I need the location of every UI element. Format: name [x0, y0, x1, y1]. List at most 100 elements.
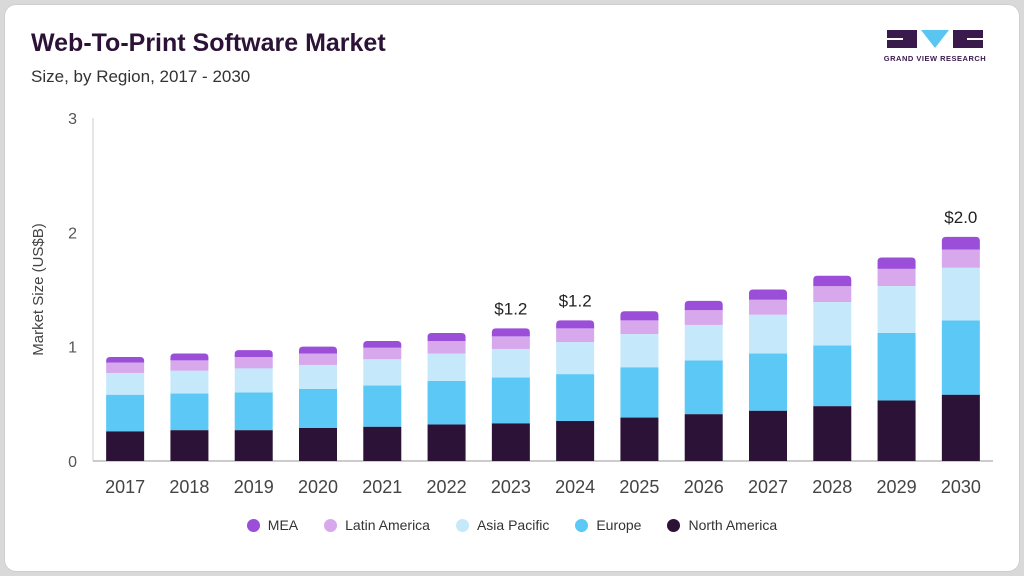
bar-segment-north-america [106, 431, 145, 461]
x-tick-label: 2027 [748, 477, 788, 497]
bar-segment-north-america [363, 426, 402, 461]
legend-swatch [455, 518, 469, 532]
bar-segment-latin-america [170, 360, 209, 371]
y-tick-label: 2 [68, 225, 77, 242]
bar-segment-europe [620, 367, 659, 418]
x-tick-label: 2023 [491, 477, 531, 497]
bar-segment-europe [813, 345, 852, 407]
bar-segment-mea [363, 340, 402, 348]
bar-segment-latin-america [749, 299, 787, 315]
bar-segment-europe [941, 320, 980, 395]
bar-segment-latin-america [234, 356, 273, 369]
legend-swatch [324, 518, 338, 532]
bar-segment-mea [684, 300, 723, 311]
bar-segment-europe [749, 353, 787, 411]
x-tick-label: 2030 [941, 477, 981, 497]
legend-item-asia-pacific: Asia Pacific [455, 517, 550, 533]
x-tick-label: 2029 [877, 477, 917, 497]
bar-segment-asia-pacific [427, 353, 466, 381]
bar-segment-asia-pacific [106, 372, 145, 395]
y-tick-label: 3 [68, 111, 77, 128]
bar-segment-mea [234, 350, 273, 357]
bar-segment-asia-pacific [299, 364, 337, 389]
bar-segment-europe [234, 392, 273, 431]
chart-card: Web-To-Print Software Market Size, by Re… [4, 4, 1020, 572]
bar-segment-asia-pacific [234, 368, 273, 393]
bar-segment-north-america [491, 423, 530, 461]
bar-segment-asia-pacific [170, 370, 209, 394]
logo-right-stripe [967, 38, 983, 40]
bar-segment-mea [299, 346, 337, 354]
bar-segment-europe [427, 380, 466, 425]
bar-segment-latin-america [556, 328, 595, 343]
bar-segment-mea [491, 328, 530, 337]
legend-label: North America [688, 517, 778, 533]
bar-segment-latin-america [363, 347, 402, 360]
bar-segment-asia-pacific [363, 359, 402, 386]
y-tick-label: 1 [68, 340, 77, 357]
bar-segment-north-america [299, 427, 337, 461]
chart-title: Web-To-Print Software Market [31, 29, 386, 57]
bar-segment-north-america [684, 414, 723, 461]
bar-segment-mea [170, 353, 209, 361]
bar-segment-latin-america [813, 286, 852, 303]
bar-segment-north-america [234, 430, 273, 461]
bar-segment-latin-america [427, 340, 466, 354]
x-tick-label: 2028 [812, 477, 852, 497]
x-tick-label: 2022 [427, 477, 467, 497]
bar-segment-asia-pacific [877, 286, 916, 333]
bar-segment-north-america [620, 417, 659, 461]
bar-segment-latin-america [491, 336, 530, 349]
bar-segment-north-america [170, 430, 209, 461]
bar-segment-latin-america [877, 268, 916, 287]
legend-swatch [575, 518, 589, 532]
bar-segment-latin-america [941, 249, 980, 268]
legend-label: Asia Pacific [476, 517, 550, 533]
bar-segment-europe [106, 394, 145, 432]
bar-segment-europe [299, 388, 337, 428]
bar-segment-europe [491, 377, 530, 424]
bar-segment-north-america [877, 400, 916, 461]
bar-segment-europe [363, 385, 402, 427]
bar-segment-mea [941, 236, 980, 250]
logo-mark-icon [887, 30, 983, 48]
bar-segment-mea [877, 257, 916, 269]
bar-segment-north-america [813, 406, 852, 461]
legend-item-europe: Europe [575, 517, 641, 533]
bar-segment-asia-pacific [749, 314, 787, 354]
bar-segment-mea [813, 275, 852, 287]
y-axis-label: Market Size (US$B) [30, 223, 47, 356]
legend-label: MEA [267, 517, 299, 533]
x-tick-label: 2021 [362, 477, 402, 497]
chart-legend: MEA Latin America Asia Pacific Europe North … [5, 517, 1019, 533]
bar-segment-latin-america [684, 310, 723, 325]
bar-segment-europe [877, 332, 916, 401]
chart-subtitle: Size, by Region, 2017 - 2030 [31, 67, 251, 86]
bar-segment-mea [620, 311, 659, 321]
bar-segment-asia-pacific [941, 267, 980, 321]
bar-segment-north-america [556, 420, 595, 461]
legend-label: Europe [596, 517, 642, 533]
x-tick-label: 2020 [298, 477, 338, 497]
x-tick-label: 2026 [684, 477, 724, 497]
bar-segment-latin-america [620, 320, 659, 335]
bar-segment-mea [106, 356, 145, 363]
legend-item-mea: MEA [246, 517, 299, 533]
x-tick-label: 2019 [234, 477, 274, 497]
legend-item-north-america: North America [667, 517, 777, 533]
logo-left-stripe [887, 38, 903, 40]
bar-segment-europe [170, 393, 209, 431]
bar-segment-europe [556, 374, 595, 421]
bar-segment-europe [684, 360, 723, 415]
bar-segment-north-america [427, 424, 466, 461]
x-tick-label: 2025 [619, 477, 659, 497]
bar-segment-mea [749, 289, 787, 300]
bar-segment-latin-america [106, 362, 145, 373]
data-label-total: $2.0 [944, 208, 977, 227]
legend-swatch [667, 518, 681, 532]
legend-label: Latin America [345, 517, 430, 533]
bar-segment-north-america [941, 394, 980, 461]
bar-segment-mea [427, 332, 466, 341]
x-tick-label: 2024 [555, 477, 595, 497]
bar-segment-asia-pacific [813, 302, 852, 346]
